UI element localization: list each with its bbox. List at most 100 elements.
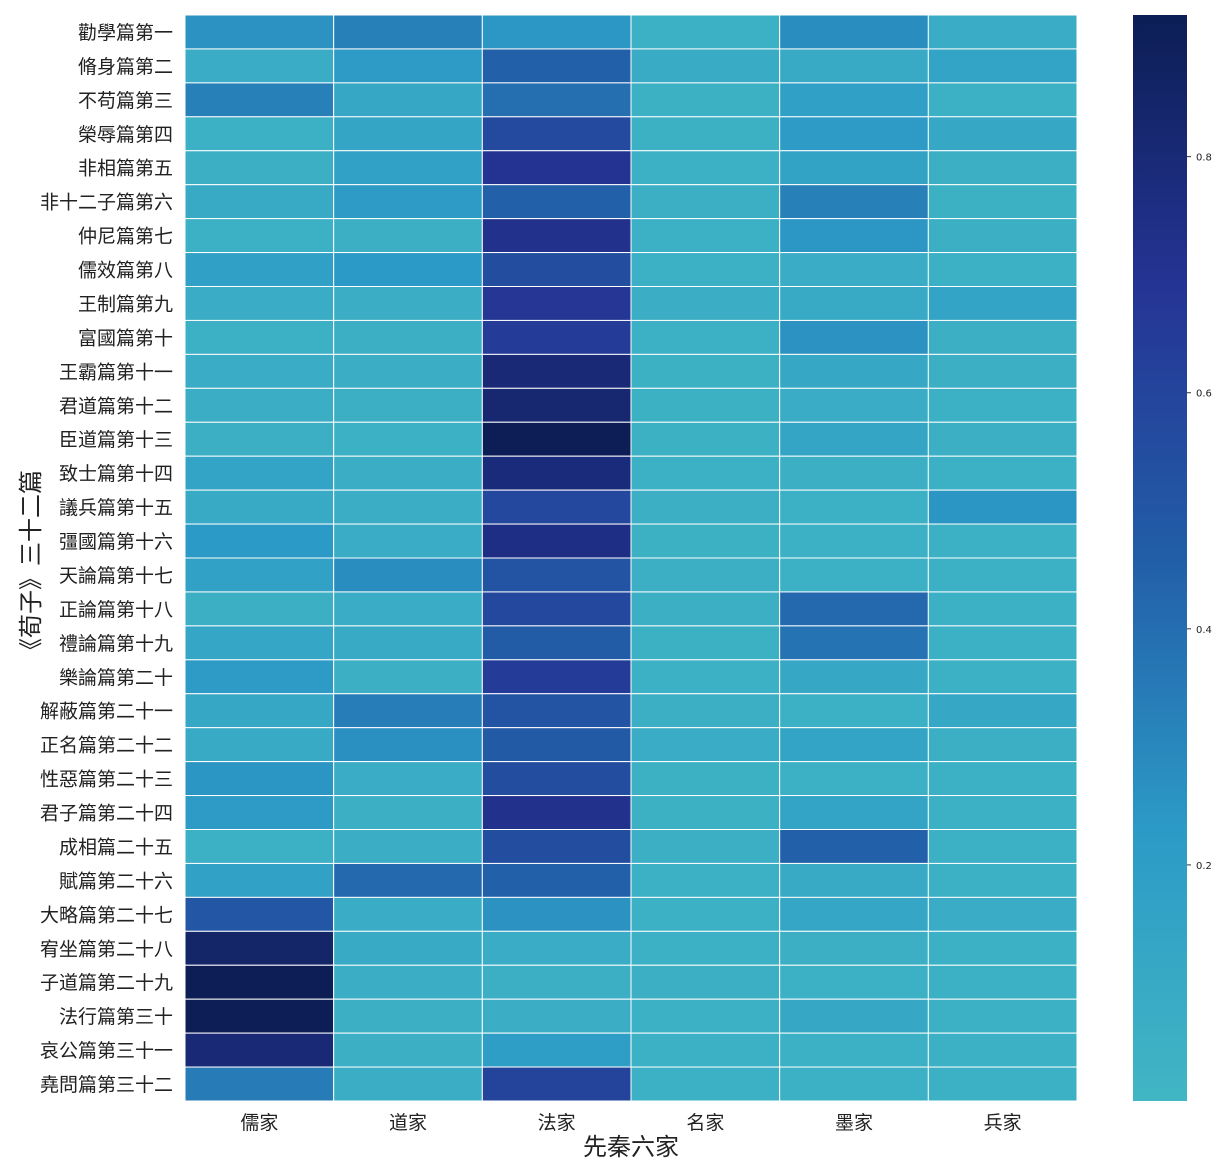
heatmap-cell	[481, 489, 632, 525]
heatmap-cell	[630, 1066, 781, 1102]
heatmap-cell	[184, 218, 335, 254]
y-tick-label: 宥坐篇第二十八	[40, 938, 173, 960]
y-tick-label: 君子篇第二十四	[40, 803, 173, 825]
heatmap-cell	[630, 184, 781, 220]
heatmap-cell	[333, 1032, 483, 1068]
heatmap-cell	[779, 455, 929, 491]
heatmap-cell	[481, 218, 632, 254]
heatmap-cell	[779, 693, 929, 729]
heatmap-cell	[927, 218, 1078, 254]
heatmap-cell	[630, 523, 781, 559]
heatmap-cell	[927, 252, 1078, 287]
heatmap-cell	[927, 591, 1078, 627]
heatmap-cell	[481, 116, 632, 152]
y-tick-label: 儒效篇第八	[78, 260, 173, 282]
heatmap-cell	[927, 353, 1078, 389]
y-tick-label: 非十二子篇第六	[40, 192, 173, 214]
heatmap-cells	[184, 14, 1078, 1102]
heatmap-cell	[333, 184, 483, 220]
heatmap-cell	[184, 286, 335, 321]
heatmap-cell	[481, 48, 632, 84]
y-tick-label: 正名篇第二十二	[40, 735, 173, 757]
heatmap-cell	[779, 829, 929, 864]
y-tick-label: 臣道篇第十三	[59, 429, 173, 451]
heatmap-cell	[333, 353, 483, 389]
x-tick-label: 儒家	[240, 1112, 278, 1134]
heatmap-cell	[927, 421, 1078, 457]
y-tick-label: 樂論篇第二十	[59, 667, 173, 689]
heatmap-cell	[927, 489, 1078, 525]
heatmap-cell	[927, 659, 1078, 695]
heatmap-cell	[184, 48, 335, 84]
colorbar-tick-label: 0.8	[1196, 153, 1212, 164]
colorbar-tick-label: 0.2	[1196, 861, 1212, 872]
heatmap-cell	[184, 693, 335, 729]
y-tick-label: 解蔽篇第二十一	[40, 701, 173, 723]
heatmap-cell	[779, 625, 929, 661]
heatmap-cell	[630, 591, 781, 627]
heatmap-cell	[333, 14, 483, 50]
heatmap-cell	[481, 761, 632, 797]
heatmap-cell	[779, 862, 929, 898]
x-axis-label: 先秦六家	[583, 1133, 679, 1161]
heatmap-cell	[927, 964, 1078, 1000]
y-tick-label: 子道篇第二十九	[40, 972, 173, 994]
heatmap-cell	[779, 286, 929, 321]
heatmap-cell	[779, 218, 929, 254]
heatmap-cell	[184, 14, 335, 50]
y-tick-label: 榮辱篇第四	[78, 124, 173, 146]
heatmap-cell	[481, 14, 632, 50]
heatmap-cell	[630, 150, 781, 186]
heatmap-cell	[779, 930, 929, 966]
heatmap-cell	[333, 489, 483, 525]
heatmap-cell	[630, 421, 781, 457]
heatmap-cell	[630, 455, 781, 491]
heatmap-cell	[630, 795, 781, 830]
heatmap-cell	[927, 387, 1078, 423]
y-tick-label: 不苟篇第三	[78, 90, 173, 112]
x-tick-label: 墨家	[835, 1112, 873, 1134]
heatmap-cell	[184, 116, 335, 152]
heatmap-cell	[481, 591, 632, 627]
heatmap-cell	[779, 659, 929, 695]
heatmap-cell	[184, 1032, 335, 1068]
heatmap-cell	[481, 286, 632, 321]
y-tick-label: 王制篇第九	[78, 293, 173, 315]
heatmap-cell	[333, 48, 483, 84]
heatmap-cell	[630, 14, 781, 50]
heatmap-cell	[630, 998, 781, 1034]
heatmap-cell	[927, 116, 1078, 152]
heatmap-cell	[927, 829, 1078, 864]
y-tick-label: 脩身篇第二	[78, 56, 173, 78]
y-tick-label: 致士篇第十四	[59, 463, 173, 485]
heatmap-cell	[630, 82, 781, 118]
heatmap-cell	[927, 82, 1078, 118]
heatmap-cell	[184, 625, 335, 661]
heatmap-cell	[333, 727, 483, 763]
heatmap-cell	[630, 761, 781, 797]
heatmap-cell	[481, 523, 632, 559]
y-tick-label: 議兵篇第十五	[59, 497, 173, 519]
heatmap-cell	[184, 761, 335, 797]
y-axis-label: 《荀子》三十二篇	[17, 470, 45, 662]
heatmap-cell	[927, 930, 1078, 966]
heatmap-cell	[630, 1032, 781, 1068]
colorbar: 0.2 0.4 0.6 0.8	[1133, 15, 1212, 1101]
heatmap-cell	[779, 795, 929, 830]
heatmap-cell	[481, 964, 632, 1000]
heatmap-cell	[184, 523, 335, 559]
heatmap-cell	[333, 150, 483, 186]
heatmap-cell	[481, 184, 632, 220]
heatmap-cell	[927, 896, 1078, 932]
heatmap-cell	[481, 353, 632, 389]
y-tick-label: 富國篇第十	[78, 327, 173, 349]
x-tick-label: 兵家	[984, 1112, 1022, 1134]
heatmap-cell	[779, 727, 929, 763]
heatmap-cell	[481, 693, 632, 729]
heatmap-cell	[927, 319, 1078, 355]
heatmap-cell	[927, 693, 1078, 729]
heatmap-cell	[779, 82, 929, 118]
heatmap-cell	[333, 591, 483, 627]
heatmap-cell	[333, 116, 483, 152]
heatmap-cell	[927, 998, 1078, 1034]
